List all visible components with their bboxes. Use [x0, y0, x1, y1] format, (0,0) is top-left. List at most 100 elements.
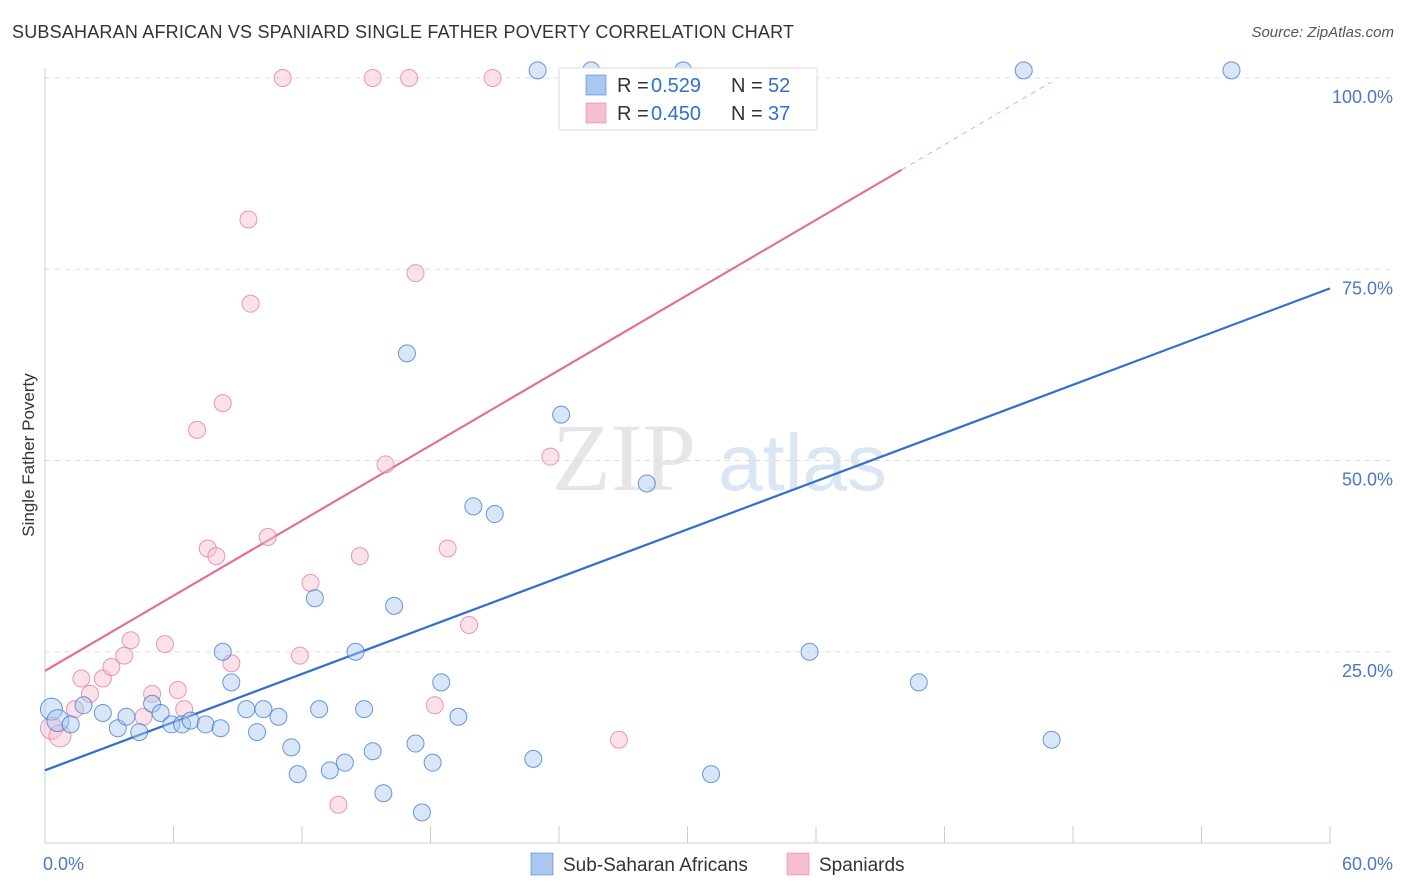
trend-line-spaniards: [44, 168, 903, 672]
point-sub-saharan: [117, 707, 136, 726]
point-sub-saharan: [524, 749, 543, 768]
point-sub-saharan: [237, 700, 256, 719]
point-sub-saharan: [406, 734, 425, 753]
legend-swatch-pink: [585, 102, 607, 124]
point-sub-saharan: [181, 711, 200, 730]
point-sub-saharan: [485, 505, 504, 524]
point-sub-saharan: [552, 405, 571, 424]
point-spaniards: [400, 69, 419, 87]
point-sub-saharan: [282, 738, 301, 757]
point-sub-saharan: [151, 703, 170, 722]
point-sub-saharan: [335, 753, 354, 772]
legend-n-label-2: N =: [731, 103, 763, 125]
legend-r-label-2: R =: [617, 103, 649, 125]
y-tick-label: 75.0%: [1342, 278, 1393, 298]
point-spaniards: [241, 294, 260, 313]
x-tick-label: 0.0%: [43, 854, 84, 874]
point-sub-saharan: [1222, 61, 1241, 80]
point-spaniards: [329, 795, 348, 814]
point-spaniards: [121, 631, 140, 650]
legend-n-label-1: N =: [731, 75, 763, 97]
bottom-legend-label-pink: Spaniards: [819, 855, 905, 876]
y-tick-label: 25.0%: [1342, 661, 1393, 681]
point-spaniards: [541, 447, 560, 466]
point-spaniards: [239, 210, 258, 229]
point-sub-saharan: [162, 715, 181, 734]
point-sub-saharan: [346, 642, 365, 661]
point-sub-saharan: [211, 719, 230, 738]
point-sub-saharan: [310, 700, 329, 719]
point-sub-saharan: [909, 673, 928, 692]
point-sub-saharan: [449, 707, 468, 726]
point-sub-saharan: [412, 803, 431, 822]
point-sub-saharan: [528, 61, 547, 80]
point-sub-saharan: [248, 723, 267, 742]
point-sub-saharan: [74, 696, 93, 715]
point-spaniards: [406, 264, 425, 283]
point-sub-saharan: [397, 344, 416, 363]
point-spaniards: [425, 696, 444, 715]
tick-labels: 25.0% 50.0% 75.0% 100.0% 0.0% 60.0%: [43, 87, 1393, 874]
point-spaniards: [175, 700, 194, 719]
point-sub-saharan: [374, 784, 393, 803]
y-axis-label: Single Father Poverty: [19, 373, 38, 537]
legend-swatch-blue: [585, 74, 607, 96]
legend-r-label-1: R =: [617, 75, 649, 97]
axes: [44, 68, 1331, 844]
point-sub-saharan: [196, 715, 215, 734]
point-spaniards: [363, 69, 382, 87]
point-sub-saharan: [213, 642, 232, 661]
point-sub-saharan: [269, 707, 288, 726]
point-sub-saharan: [222, 673, 241, 692]
chart-title: SUBSAHARAN AFRICAN VS SPANIARD SINGLE FA…: [12, 22, 795, 42]
point-spaniards: [301, 573, 320, 592]
point-spaniards: [273, 69, 292, 87]
legend-r-value-2: 0.450: [651, 103, 701, 125]
point-spaniards: [290, 646, 309, 665]
bottom-legend-swatch-blue: [530, 852, 554, 876]
point-spaniards: [115, 646, 134, 665]
point-sub-saharan: [130, 723, 149, 742]
data-points: [39, 61, 1241, 822]
watermark-zip: ZIP: [552, 404, 696, 511]
point-sub-saharan: [305, 589, 324, 608]
point-sub-saharan: [288, 765, 307, 784]
legend-n-value-1: 52: [768, 75, 790, 97]
point-sub-saharan: [432, 673, 451, 692]
point-spaniards: [460, 615, 479, 634]
y-tick-label: 50.0%: [1342, 470, 1393, 490]
point-spaniards: [48, 724, 72, 748]
point-sub-saharan: [464, 497, 483, 516]
point-spaniards: [80, 684, 99, 703]
point-sub-saharan: [39, 697, 63, 721]
point-sub-saharan: [173, 715, 192, 734]
point-spaniards: [438, 539, 457, 558]
trend-line-sub-saharan: [44, 287, 1331, 772]
legend-box: R = 0.529 N = 52 R = 0.450 N = 37: [558, 67, 818, 131]
point-spaniards: [72, 669, 91, 688]
point-sub-saharan: [355, 700, 374, 719]
point-sub-saharan: [46, 709, 70, 733]
trend-lines: [44, 81, 1331, 772]
point-spaniards: [258, 528, 277, 546]
point-sub-saharan: [93, 703, 112, 722]
point-spaniards: [609, 730, 628, 749]
point-sub-saharan: [800, 642, 819, 661]
point-sub-saharan: [61, 715, 80, 734]
point-sub-saharan: [385, 596, 404, 615]
point-sub-saharan: [254, 700, 273, 719]
y-tick-label: 100.0%: [1332, 87, 1393, 107]
point-spaniards: [143, 684, 162, 703]
gridlines: [45, 77, 1392, 653]
point-sub-saharan: [320, 761, 339, 780]
point-spaniards: [350, 547, 369, 566]
bottom-legend-label-blue: Sub-Saharan Africans: [563, 855, 748, 876]
point-spaniards: [102, 658, 121, 677]
trend-line-spaniards-extension: [901, 81, 1052, 171]
point-spaniards: [483, 69, 502, 87]
point-sub-saharan: [1042, 730, 1061, 749]
legend-r-value-1: 0.529: [651, 75, 701, 97]
source-label: Source: ZipAtlas.com: [1251, 24, 1394, 41]
point-spaniards: [213, 394, 232, 413]
